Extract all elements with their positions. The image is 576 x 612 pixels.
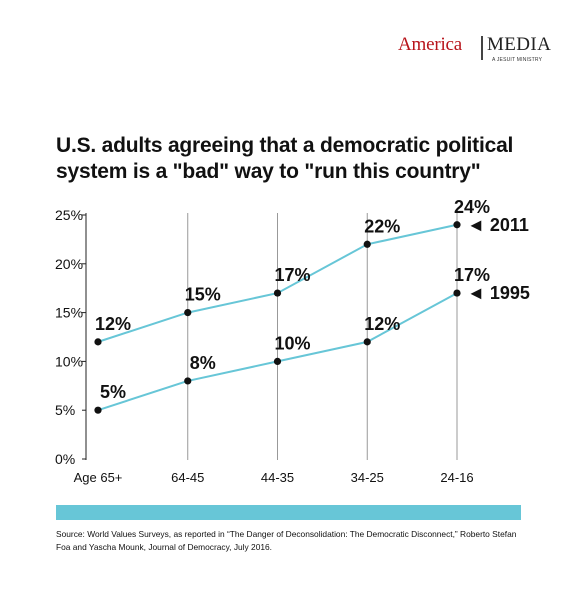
america-media-logo: America MEDIA A JESUIT MINISTRY <box>398 34 552 68</box>
data-point-2011 <box>363 240 371 248</box>
x-tick-label: Age 65+ <box>74 470 123 485</box>
logo-tagline: A JESUIT MINISTRY <box>492 57 543 63</box>
data-point-1995 <box>453 289 461 297</box>
y-tick-label: 10% <box>55 353 83 369</box>
x-tick-label: 34-25 <box>351 470 384 485</box>
x-tick-label: 44-35 <box>261 470 294 485</box>
data-label-1995: 5% <box>100 382 126 402</box>
data-label-1995: 8% <box>190 353 216 373</box>
data-label-2011: 12% <box>95 314 131 334</box>
y-tick-label: 15% <box>55 305 83 321</box>
y-tick-label: 0% <box>55 451 75 467</box>
chart-title: U.S. adults agreeing that a democratic p… <box>56 133 516 185</box>
data-label-2011: 15% <box>185 285 221 305</box>
data-point-1995 <box>363 338 371 346</box>
y-tick-label: 25% <box>55 207 83 223</box>
data-point-2011 <box>453 221 461 229</box>
data-point-1995 <box>184 377 192 385</box>
data-label-1995: 12% <box>364 314 400 334</box>
data-label-1995: 10% <box>274 333 310 353</box>
logo-divider <box>481 36 483 60</box>
y-tick-label: 5% <box>55 402 75 418</box>
chart-title-line-2: system is a "bad" way to "run this count… <box>56 160 481 183</box>
data-point-2011 <box>94 338 102 346</box>
x-tick-label: 24-16 <box>440 470 473 485</box>
data-label-2011: 17% <box>274 265 310 285</box>
chart-title-line-1: U.S. adults agreeing that a democratic p… <box>56 134 514 157</box>
data-label-1995: 17% <box>454 265 490 285</box>
data-label-2011: 22% <box>364 216 400 236</box>
data-point-2011 <box>184 309 192 317</box>
data-point-1995 <box>273 357 282 365</box>
logo-media-text: MEDIA <box>487 34 552 55</box>
logo-america-text: America <box>398 34 463 55</box>
series-end-label-2011: ◄ 2011 <box>467 215 529 235</box>
data-point-1995 <box>94 406 102 414</box>
data-label-2011: 24% <box>454 197 490 217</box>
y-tick-label: 20% <box>55 256 83 272</box>
footer-color-band <box>56 505 521 520</box>
series-end-label-1995: ◄ 1995 <box>467 283 530 303</box>
data-point-2011 <box>273 289 282 297</box>
source-note: Source: World Values Surveys, as reporte… <box>56 529 517 552</box>
x-tick-label: 64-45 <box>171 470 204 485</box>
